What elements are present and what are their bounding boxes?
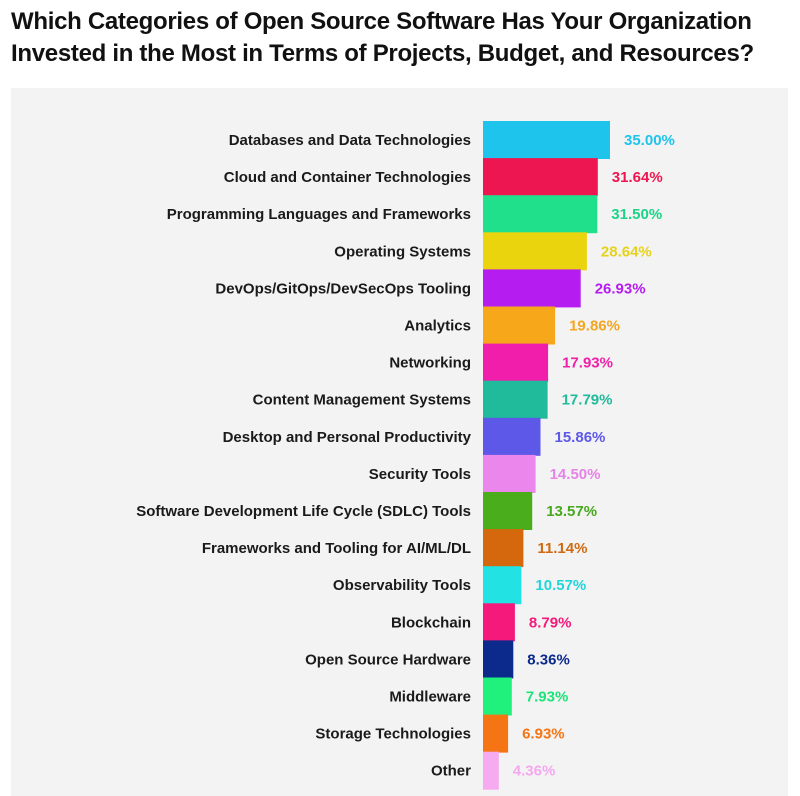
value-label: 4.36% [513,763,556,780]
bar-13 [483,603,515,642]
value-label: 13.57% [546,503,597,520]
value-label: 7.93% [526,689,569,706]
category-label: Open Source Hardware [305,651,471,668]
bar-0 [483,121,610,159]
category-label: Storage Technologies [315,726,471,743]
value-label: 26.93% [595,280,646,297]
chart-panel: Databases and Data Technologies 35.00% Clo… [11,88,788,796]
category-label: Middleware [389,689,471,706]
value-label: 10.57% [535,577,586,594]
value-label: 14.50% [550,466,601,483]
category-label: Desktop and Personal Productivity [223,429,472,446]
value-label: 8.79% [529,614,572,631]
bar-6 [483,343,549,382]
bar-16 [483,714,509,753]
category-label: Content Management Systems [253,392,471,409]
bar-15 [483,677,512,716]
value-label: 28.64% [601,243,652,260]
category-label: Analytics [404,318,471,335]
value-label: 11.14% [537,540,587,557]
bar-8 [483,417,541,456]
value-label: 8.36% [527,651,570,668]
category-label: Cloud and Container Technologies [224,169,471,186]
category-label: Software Development Life Cycle (SDLC) T… [136,503,471,520]
value-label: 17.93% [562,355,613,372]
value-label: 19.86% [569,318,620,335]
value-label: 6.93% [522,726,565,743]
bar-3 [483,232,587,271]
category-label: Observability Tools [333,577,471,594]
bar-4 [483,269,581,308]
bar-1 [483,158,598,197]
value-label: 31.64% [612,169,663,186]
category-label: Security Tools [369,466,471,483]
bar-9 [483,454,536,493]
category-label: Blockchain [391,614,471,631]
bar-chart: Databases and Data Technologies 35.00% Clo… [136,121,675,790]
category-label: Frameworks and Tooling for AI/ML/DL [202,540,471,557]
bar-11 [483,529,524,568]
bar-17 [483,751,499,790]
bar-2 [483,195,598,234]
bar-10 [483,492,533,530]
category-label: Other [431,763,471,780]
chart-title: Which Categories of Open Source Software… [11,8,754,67]
category-label: Operating Systems [334,243,471,260]
bar-7 [483,380,548,419]
value-label: 15.86% [555,429,606,446]
value-label: 17.79% [562,392,613,409]
value-label: 31.50% [611,206,662,223]
category-label: Networking [389,355,471,372]
category-label: Programming Languages and Frameworks [167,206,471,223]
bar-5 [483,306,556,345]
value-label: 35.00% [624,132,675,149]
category-label: Databases and Data Technologies [229,132,471,149]
bar-14 [483,640,514,679]
category-label: DevOps/GitOps/DevSecOps Tooling [215,280,471,297]
bar-12 [483,566,522,605]
